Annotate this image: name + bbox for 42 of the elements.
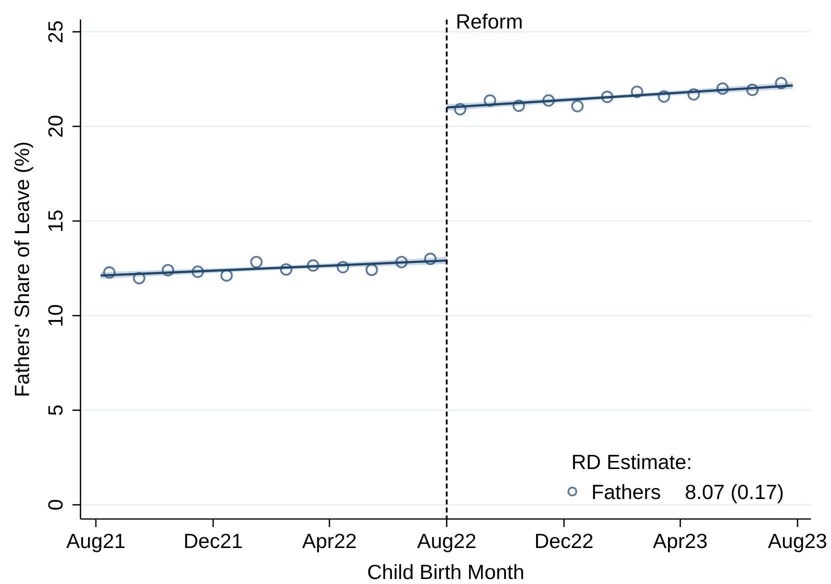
point: [746, 84, 759, 96]
point: [688, 88, 700, 101]
point: [280, 263, 292, 276]
ref-line-label: Reform: [456, 10, 523, 34]
legend-label: Fathers: [591, 481, 661, 504]
x-tick-label: Apr22: [302, 530, 357, 553]
legend-title: RD Estimate:: [571, 451, 692, 474]
point: [512, 100, 525, 112]
point: [162, 264, 174, 276]
x-tick-label: Aug23: [768, 530, 828, 553]
x-axis-title: Child Birth Month: [367, 561, 524, 584]
point: [571, 100, 584, 112]
point: [366, 264, 378, 276]
x-tick-label: Dec22: [534, 530, 594, 553]
y-tick-label: 10: [44, 304, 68, 328]
point: [601, 90, 614, 104]
point: [103, 266, 116, 279]
point: [716, 82, 729, 95]
point: [775, 76, 788, 90]
y-tick-label: 5: [44, 404, 68, 416]
y-tick-label: 25: [44, 20, 68, 44]
x-tick-label: Aug22: [417, 530, 476, 553]
y-tick-label: 15: [44, 210, 68, 232]
y-tick-label: 0: [44, 499, 68, 511]
point: [542, 94, 555, 107]
x-tick-label: Aug21: [66, 530, 126, 553]
point: [658, 90, 670, 103]
x-tick-label: Apr23: [652, 530, 708, 553]
point: [424, 252, 437, 266]
point: [132, 272, 146, 284]
point: [630, 86, 644, 98]
point: [306, 259, 320, 272]
point: [192, 266, 204, 278]
point: [395, 256, 408, 268]
point: [484, 94, 496, 107]
y-axis-title: Fathers' Share of Leave (%): [11, 141, 34, 398]
point: [250, 256, 263, 268]
point: [336, 260, 350, 274]
point: [454, 102, 466, 116]
annotation: 8.07 (0.17): [684, 481, 784, 504]
y-tick-label: 20: [44, 114, 68, 138]
x-tick-label: Dec21: [184, 530, 243, 553]
